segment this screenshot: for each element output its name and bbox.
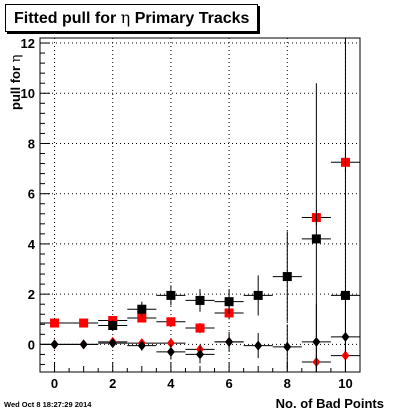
data-point-diamond [50, 339, 59, 350]
x-tick-label: 2 [109, 376, 116, 391]
data-point-square [137, 313, 147, 323]
data-point-diamond [341, 331, 350, 342]
y-tick-label: 6 [28, 187, 35, 202]
data-point-diamond [225, 336, 234, 347]
data-point-square [79, 318, 89, 328]
data-point-diamond [166, 346, 175, 357]
data-point-diamond [137, 340, 146, 351]
data-point-square [253, 290, 263, 300]
y-tick-label: 12 [21, 36, 35, 51]
series-4 [40, 289, 360, 372]
chart-title: Fitted pull for η Primary Tracks [14, 8, 250, 27]
data-point-square [195, 295, 205, 305]
data-point-diamond [108, 338, 117, 349]
timestamp: Wed Oct 8 18:27:29 2014 [4, 400, 92, 409]
plot-frame [39, 37, 361, 373]
data-point-diamond [312, 336, 321, 347]
y-tick-label: 8 [28, 136, 35, 151]
x-tick-label: 4 [167, 376, 175, 391]
x-axis-label: No. of Bad Points [275, 396, 384, 411]
data-point-square [224, 297, 234, 307]
data-point-diamond [166, 338, 175, 349]
data-point-diamond [283, 341, 292, 352]
chart-title-box: Fitted pull for η Primary Tracks [5, 4, 259, 32]
x-tick-label: 6 [225, 376, 232, 391]
data-point-square [282, 272, 292, 282]
data-point-square [108, 321, 118, 331]
data-point-diamond [254, 340, 263, 351]
x-tick-label: 8 [284, 376, 291, 391]
data-point-square [166, 317, 176, 327]
y-tick-label: 4 [28, 237, 36, 252]
y-tick-label: 2 [28, 287, 35, 302]
x-tick-label: 0 [51, 376, 58, 391]
data-series [40, 38, 360, 372]
data-point-diamond [196, 349, 204, 360]
plot-border [39, 37, 361, 373]
data-point-square [311, 234, 321, 244]
data-point-square [195, 323, 205, 333]
axes: 0 2 4 6 8 10 12 0 2 4 6 8 10 [21, 36, 353, 391]
data-point-square [166, 290, 176, 300]
data-point-square [137, 304, 147, 314]
y-tick-label: 10 [21, 86, 35, 101]
data-point-diamond [79, 339, 88, 350]
series-2 [98, 38, 360, 372]
x-tick-label: 10 [338, 376, 352, 391]
y-tick-label: 0 [28, 337, 35, 352]
data-point-square [50, 318, 60, 328]
y-axis-label: pull for η [8, 54, 24, 110]
